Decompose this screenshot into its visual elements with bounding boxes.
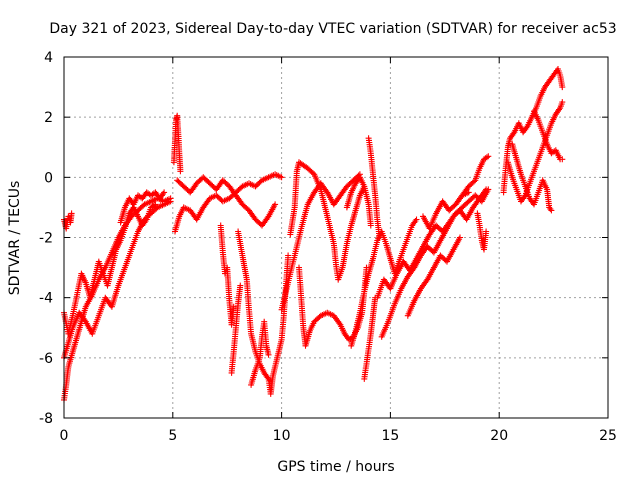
x-tick-label: 0 [60,428,69,444]
y-tick-label: 4 [44,50,53,66]
y-tick-label: 2 [44,110,53,126]
x-axis-label: GPS time / hours [277,459,394,475]
y-tick-label: -2 [39,231,53,247]
y-tick-label: -8 [39,411,53,427]
data-layer [61,66,566,403]
y-tick-label: -6 [39,351,53,367]
y-tick-label: -4 [39,291,53,307]
x-tick-label: 20 [490,428,508,444]
y-tick-label: 0 [44,170,53,186]
x-tick-label: 15 [381,428,399,444]
x-tick-label: 25 [599,428,617,444]
grid-layer [64,57,608,418]
chart-title: Day 321 of 2023, Sidereal Day-to-day VTE… [49,21,616,37]
x-tick-label: 5 [168,428,177,444]
tick-layer: 0 5 10 15 20 25 -8 -6 -4 -2 0 2 4 [39,50,617,444]
y-axis-label: SDTVAR / TECUs [7,181,23,296]
sdtvar-point-markers [61,66,566,403]
x-tick-label: 10 [273,428,291,444]
